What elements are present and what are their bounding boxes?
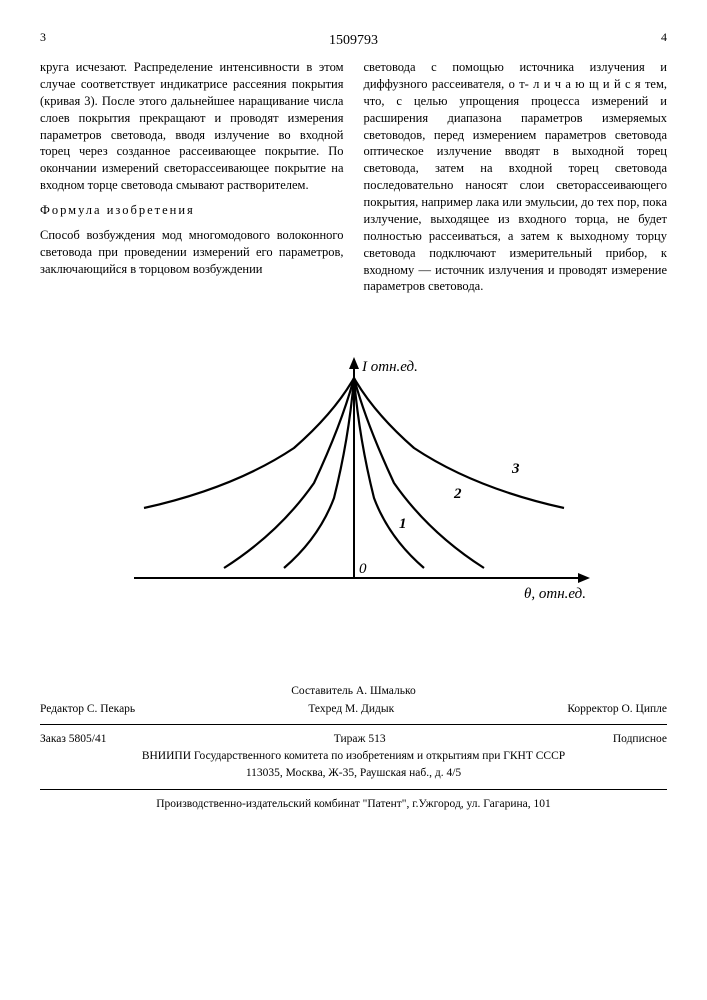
page-number-left: 3 xyxy=(40,30,46,45)
page-number-right: 4 xyxy=(661,30,667,45)
address-line: 113035, Москва, Ж-35, Раушская наб., д. … xyxy=(40,765,667,782)
curve-label-1: 1 xyxy=(399,516,407,532)
formula-title: Формула изобретения xyxy=(40,202,344,219)
intensity-chart: I отн.ед. θ, отн.ед. 0 1 2 3 xyxy=(104,343,604,623)
right-para-1: световода с помощью источника излучения … xyxy=(364,59,668,295)
y-axis-arrow xyxy=(349,357,359,369)
corrector: Корректор О. Ципле xyxy=(567,701,667,718)
document-number: 1509793 xyxy=(40,33,667,49)
order-row: Заказ 5805/41 Тираж 513 Подписное xyxy=(40,731,667,748)
curve-label-2: 2 xyxy=(453,486,462,502)
subscription: Подписное xyxy=(613,731,667,748)
divider-1 xyxy=(40,724,667,725)
tech-editor: Техред М. Дидык xyxy=(308,701,394,718)
publisher-line: Производственно-издательский комбинат "П… xyxy=(40,796,667,813)
x-axis-label: θ, отн.ед. xyxy=(524,586,586,602)
x-axis-arrow xyxy=(578,573,590,583)
order-number: Заказ 5805/41 xyxy=(40,731,107,748)
curve-label-3: 3 xyxy=(511,461,520,477)
editorial-row: Редактор С. Пекарь Техред М. Дидык Корре… xyxy=(40,701,667,718)
origin-label: 0 xyxy=(359,561,367,577)
compiler-line: Составитель А. Шмалько xyxy=(40,683,667,700)
tirazh: Тираж 513 xyxy=(334,731,386,748)
left-para-2: Способ возбуждения мод многомодового вол… xyxy=(40,227,344,278)
left-para-1: круга исчезают. Распределение интенсивно… xyxy=(40,59,344,194)
org-line: ВНИИПИ Государственного комитета по изоб… xyxy=(40,748,667,765)
text-columns: круга исчезают. Распределение интенсивно… xyxy=(40,59,667,303)
footer-block: Составитель А. Шмалько Редактор С. Пекар… xyxy=(40,683,667,813)
left-column: круга исчезают. Распределение интенсивно… xyxy=(40,59,344,303)
editor: Редактор С. Пекарь xyxy=(40,701,135,718)
y-axis-label: I отн.ед. xyxy=(361,359,418,375)
right-column: световода с помощью источника излучения … xyxy=(364,59,668,303)
formula-title-text: Формула изобретения xyxy=(40,203,195,217)
divider-2 xyxy=(40,789,667,790)
